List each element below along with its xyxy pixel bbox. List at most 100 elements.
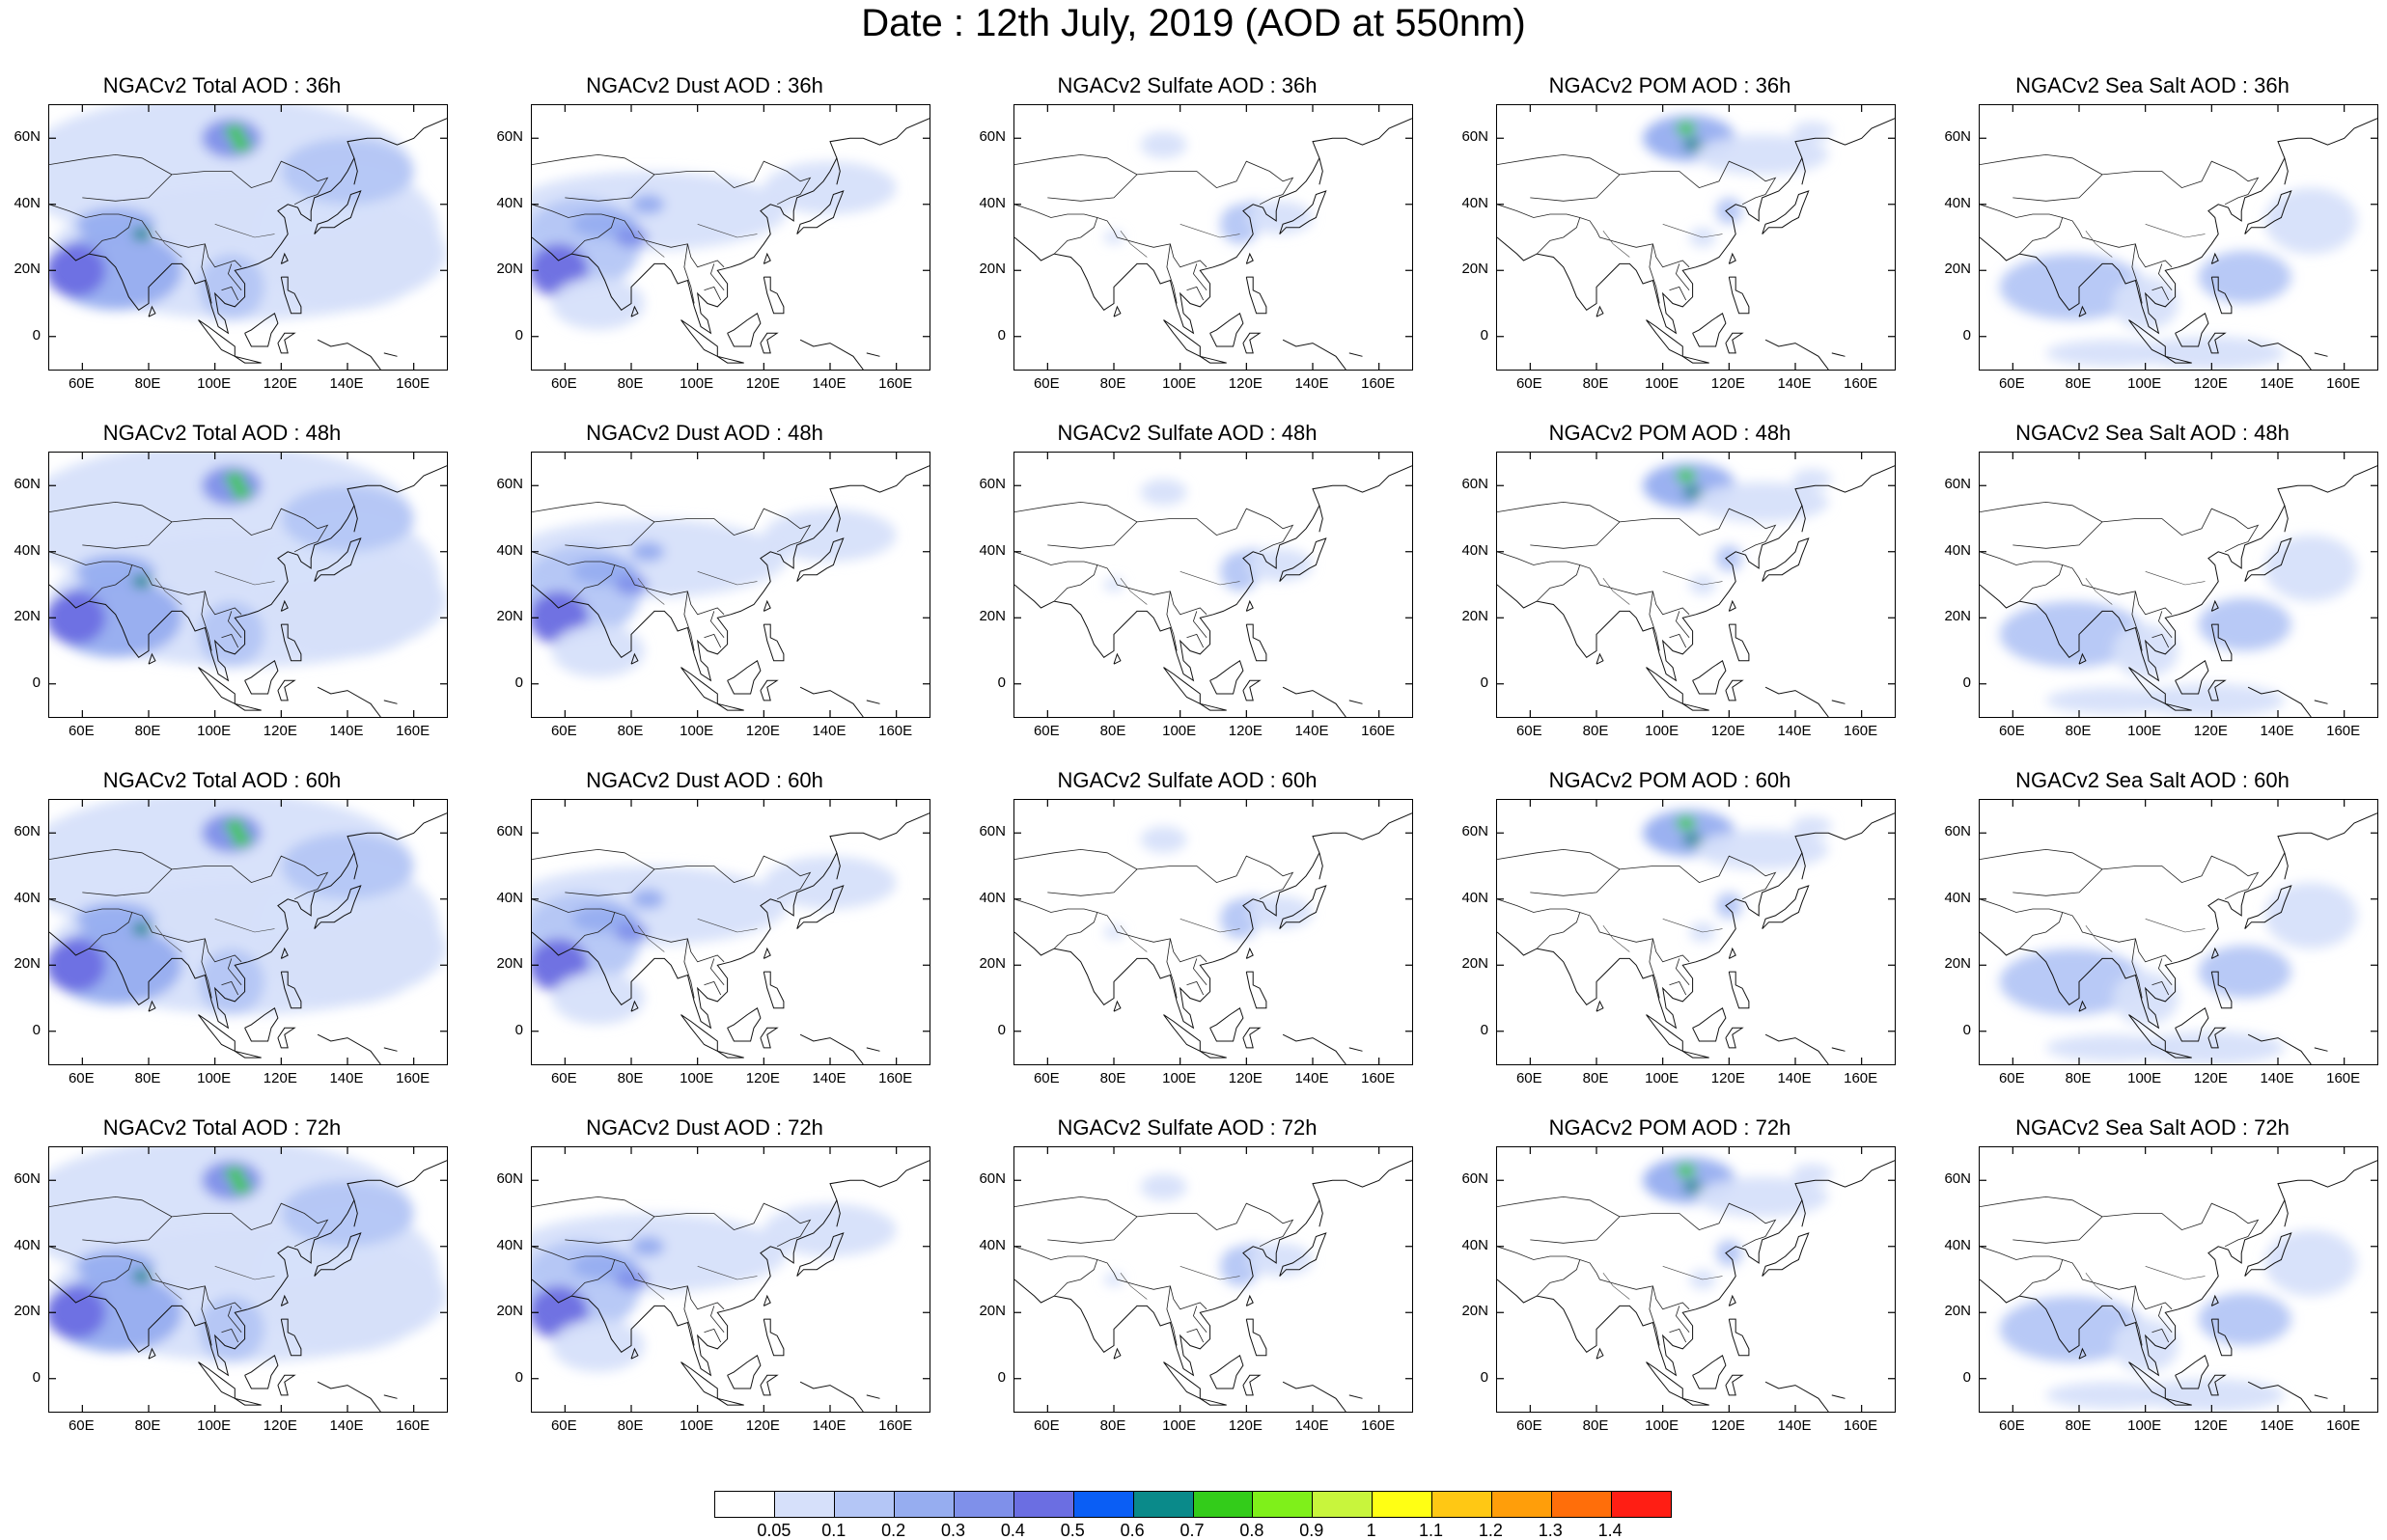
lat-tick-label: 60N <box>979 1170 1006 1188</box>
coastline <box>1163 319 1201 358</box>
country-border <box>1669 1328 1687 1343</box>
country-border <box>1530 855 1777 896</box>
river <box>1602 1273 1630 1300</box>
coastline <box>2244 885 2292 929</box>
country-border <box>1053 1259 1098 1297</box>
country-border <box>1741 889 1766 900</box>
country-border <box>704 1328 722 1343</box>
country-border <box>1259 194 1284 206</box>
country-border <box>776 541 801 553</box>
country-border <box>709 1306 725 1334</box>
colorbar-label: 0.2 <box>881 1521 906 1540</box>
country-border <box>565 855 812 896</box>
aod-field <box>1103 479 1313 591</box>
coastline <box>1242 1374 1262 1396</box>
coastline <box>2210 623 2233 662</box>
country-border <box>1980 153 2103 176</box>
aod-contour <box>201 465 262 506</box>
aod-field <box>49 1147 447 1362</box>
aod-contour <box>231 833 252 846</box>
coastline <box>1725 679 1744 701</box>
river <box>1662 224 1723 238</box>
coastline <box>2210 947 2219 959</box>
aod-contour <box>631 889 665 910</box>
lon-tick-label: 140E <box>812 1417 847 1434</box>
map-plot <box>1979 799 2378 1065</box>
colorbar <box>714 1491 1672 1518</box>
colorbar-swatch <box>1313 1492 1374 1517</box>
aod-contour <box>131 921 153 936</box>
aod-contour <box>1676 816 1696 830</box>
country-border <box>1014 153 1138 176</box>
colorbar-swatch <box>1612 1492 1671 1517</box>
aod-contour <box>2264 1229 2358 1297</box>
coastline <box>1497 118 1895 335</box>
coastline <box>763 599 771 612</box>
country-border <box>2157 958 2173 986</box>
coastline <box>49 465 447 682</box>
aod-contour <box>225 819 245 834</box>
lat-tick-label: 20N <box>1944 955 1971 973</box>
coastline <box>1596 652 1604 665</box>
aod-contour <box>225 124 245 139</box>
aod-contour <box>231 1180 252 1194</box>
lon-tick-label: 120E <box>745 1070 780 1086</box>
coastline <box>532 812 930 1030</box>
coastline <box>1762 1232 1810 1277</box>
aod-field <box>1643 1157 1832 1290</box>
aod-contour <box>631 541 665 563</box>
country-border <box>293 541 319 553</box>
colorbar-label: 1.4 <box>1597 1521 1623 1540</box>
panel-title: NGACv2 Sea Salt AOD : 60h <box>2015 768 2290 792</box>
country-border <box>1166 243 1178 304</box>
map-panel: NGACv2 Dust AOD : 72h 60N 40N 20N 0 60E 80E 100… <box>483 1115 965 1471</box>
coastline <box>2314 352 2328 357</box>
lat-tick-label: 0 <box>997 326 1006 344</box>
lon-tick-label: 60E <box>1033 375 1060 392</box>
river <box>2145 571 2206 586</box>
coastline <box>680 319 718 358</box>
coastline <box>796 885 845 929</box>
coastline <box>1728 971 1750 1009</box>
country-border <box>221 1328 239 1343</box>
lon-tick-label: 160E <box>396 1417 430 1434</box>
coastline <box>2128 667 2166 705</box>
aod-field <box>1103 826 1313 939</box>
lat-tick-label: 40N <box>979 541 1006 559</box>
country-border <box>2012 855 2260 896</box>
country-border <box>1649 243 1660 304</box>
lat-tick-label: 20N <box>496 955 523 973</box>
lon-tick-label: 160E <box>396 723 430 739</box>
coastline <box>2175 313 2209 347</box>
aod-contour <box>2264 535 2358 602</box>
map-plot <box>1013 452 1413 718</box>
aod-contour <box>614 574 649 595</box>
lon-tick-label: 160E <box>2326 1417 2361 1434</box>
coastline <box>280 599 289 612</box>
country-border <box>1014 204 1207 268</box>
country-border <box>2012 160 2260 202</box>
coastline <box>760 332 779 354</box>
lon-tick-label: 140E <box>2260 375 2294 392</box>
country-border <box>2012 1202 2260 1244</box>
country-border <box>1741 194 1766 206</box>
lon-tick-label: 80E <box>2065 375 2092 392</box>
country-border <box>1166 591 1178 651</box>
coastline <box>277 1374 296 1396</box>
coastline <box>49 118 447 335</box>
coastline <box>1113 305 1122 317</box>
country-border <box>1980 204 2173 268</box>
panel-title: NGACv2 Sea Salt AOD : 72h <box>2015 1115 2290 1140</box>
lat-tick-label: 40N <box>14 1236 41 1253</box>
aod-contour <box>1715 197 1742 225</box>
map-panel: NGACv2 Sea Salt AOD : 60h 60N 40N 20N 0 60E 80… <box>1930 768 2387 1123</box>
coastline <box>317 686 381 717</box>
coastline <box>763 623 785 662</box>
lon-tick-label: 140E <box>329 1417 364 1434</box>
aod-field <box>532 509 897 677</box>
lat-tick-label: 0 <box>32 326 41 344</box>
country-border <box>82 160 329 202</box>
country-border <box>704 633 722 648</box>
river <box>214 571 275 586</box>
aod-field <box>49 105 447 320</box>
